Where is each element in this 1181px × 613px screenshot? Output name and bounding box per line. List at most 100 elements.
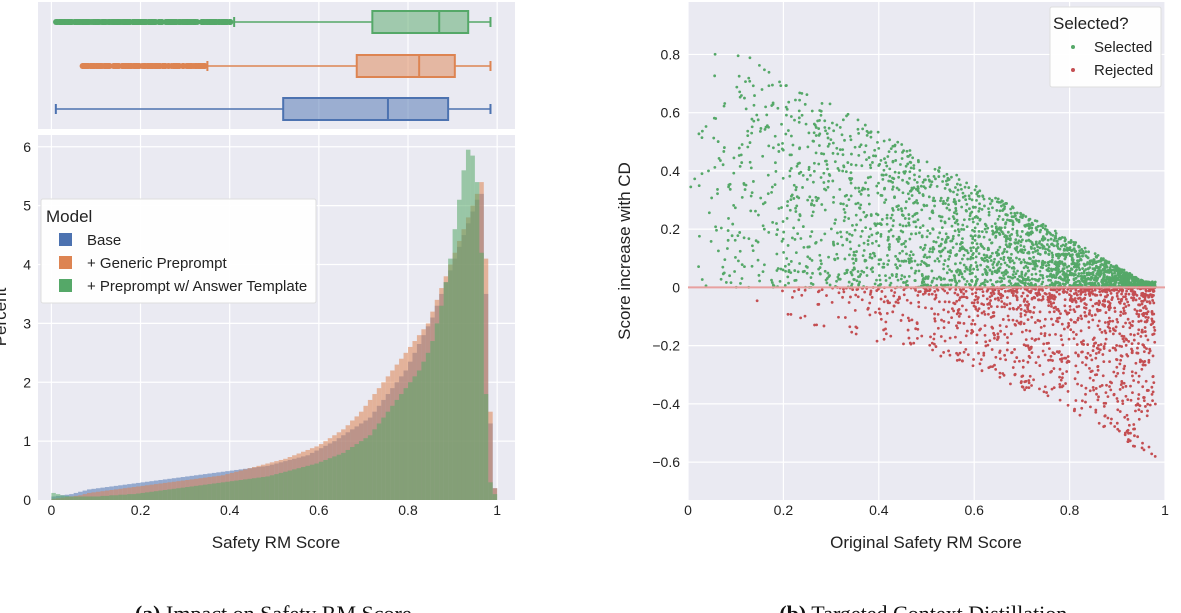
- scatter-point-rejected: [1057, 309, 1061, 313]
- boxplot-outlier-point: [159, 63, 166, 69]
- scatter-point-rejected: [933, 317, 937, 321]
- scatter-point-selected: [885, 216, 889, 220]
- scatter-point-rejected: [962, 295, 966, 299]
- scatter-point-rejected: [1121, 385, 1125, 389]
- scatter-point-selected: [1107, 279, 1110, 283]
- scatter-point-rejected: [964, 308, 968, 312]
- scatter-point-rejected: [1098, 385, 1102, 388]
- scatter-point-selected: [944, 238, 948, 241]
- scatter-point-selected: [817, 127, 821, 130]
- scatter-point-rejected: [958, 358, 961, 362]
- scatter-point-rejected: [1142, 306, 1145, 310]
- scatter-point-rejected: [1101, 374, 1105, 378]
- scatter-point-selected: [954, 200, 957, 203]
- scatter-point-rejected: [882, 337, 886, 341]
- scatter-point-rejected: [896, 301, 900, 305]
- scatter-point-selected: [835, 252, 839, 256]
- scatter-point-rejected: [960, 359, 964, 363]
- scatter-point-rejected: [815, 323, 818, 327]
- scatter-point-selected: [832, 200, 835, 204]
- scatter-point-rejected: [1102, 405, 1106, 408]
- scatter-point-rejected: [1143, 294, 1147, 298]
- histogram-bar: [278, 472, 284, 500]
- scatter-point-selected: [756, 258, 760, 262]
- scatter-point-selected: [1039, 224, 1043, 228]
- scatter-point-rejected: [1038, 310, 1042, 314]
- scatter-point-selected: [1036, 252, 1040, 255]
- scatter-point-selected: [978, 202, 981, 206]
- scatter-point-selected: [863, 259, 867, 263]
- scatter-point-selected: [947, 217, 951, 221]
- scatter-y-tick-label: −0.2: [652, 338, 680, 354]
- scatter-point-selected: [752, 180, 755, 183]
- scatter-point-selected: [982, 197, 986, 201]
- scatter-point-rejected: [1146, 316, 1150, 319]
- scatter-point-selected: [782, 250, 786, 254]
- scatter-point-rejected: [868, 301, 872, 305]
- scatter-point-selected: [820, 262, 823, 266]
- scatter-point-rejected: [1058, 398, 1062, 402]
- scatter-point-rejected: [1144, 315, 1148, 319]
- scatter-point-selected: [1041, 280, 1045, 284]
- scatter-point-selected: [1008, 260, 1012, 264]
- scatter-point-selected: [946, 250, 950, 254]
- scatter-point-selected: [1118, 275, 1121, 279]
- histogram-bar: [416, 370, 422, 500]
- scatter-point-selected: [1095, 266, 1099, 269]
- histogram-bar: [251, 478, 257, 500]
- scatter-point-rejected: [1066, 403, 1070, 407]
- scatter-point-selected: [1065, 246, 1069, 250]
- scatter-point-rejected: [978, 362, 982, 366]
- scatter-point-selected: [776, 106, 780, 110]
- scatter-point-rejected: [1026, 307, 1030, 311]
- scatter-point-selected: [748, 79, 752, 83]
- histogram-x-tick-label: 0.6: [309, 502, 329, 518]
- scatter-point-rejected: [1096, 368, 1100, 372]
- scatter-point-rejected: [1137, 320, 1141, 323]
- scatter-point-rejected: [1089, 405, 1092, 409]
- scatter-point-selected: [1064, 253, 1068, 257]
- histogram-bar: [483, 394, 489, 500]
- scatter-point-selected: [789, 194, 793, 198]
- scatter-point-selected: [1044, 264, 1048, 268]
- scatter-point-selected: [982, 235, 986, 239]
- scatter-point-selected: [1016, 269, 1019, 273]
- scatter-point-rejected: [1097, 421, 1101, 425]
- scatter-point-rejected: [927, 293, 931, 296]
- scatter-point-rejected: [1020, 385, 1024, 389]
- scatter-point-rejected: [1116, 320, 1120, 324]
- scatter-point-rejected: [947, 321, 951, 324]
- scatter-point-selected: [826, 271, 830, 275]
- scatter-point-selected: [888, 276, 892, 280]
- scatter-point-selected: [883, 201, 886, 204]
- scatter-point-selected: [857, 131, 861, 135]
- scatter-point-selected: [785, 107, 789, 111]
- scatter-point-rejected: [1142, 292, 1145, 296]
- scatter-point-selected: [919, 263, 923, 266]
- scatter-point-rejected: [942, 319, 946, 323]
- scatter-point-selected: [807, 168, 811, 171]
- scatter-point-rejected: [907, 336, 911, 340]
- scatter-point-selected: [808, 257, 812, 261]
- scatter-point-selected: [1047, 278, 1050, 282]
- scatter-point-selected: [1078, 255, 1081, 258]
- scatter-point-rejected: [1048, 333, 1052, 337]
- boxplot-1: [79, 54, 492, 78]
- scatter-point-rejected: [974, 291, 978, 295]
- scatter-point-selected: [931, 245, 935, 249]
- histogram-bars: [51, 149, 498, 501]
- scatter-point-rejected: [992, 331, 996, 335]
- scatter-point-selected: [797, 218, 801, 222]
- scatter-point-selected: [780, 206, 783, 209]
- scatter-point-rejected: [1088, 366, 1091, 370]
- scatter-point-rejected: [837, 291, 841, 295]
- scatter-point-selected: [1080, 248, 1084, 251]
- scatter-point-rejected: [983, 324, 987, 328]
- scatter-point-selected: [896, 240, 900, 243]
- scatter-point-selected: [840, 133, 844, 137]
- scatter-point-selected: [869, 130, 873, 134]
- scatter-x-tick-label: 1: [1161, 502, 1169, 518]
- scatter-point-selected: [1129, 283, 1133, 286]
- scatter-point-rejected: [1050, 387, 1054, 391]
